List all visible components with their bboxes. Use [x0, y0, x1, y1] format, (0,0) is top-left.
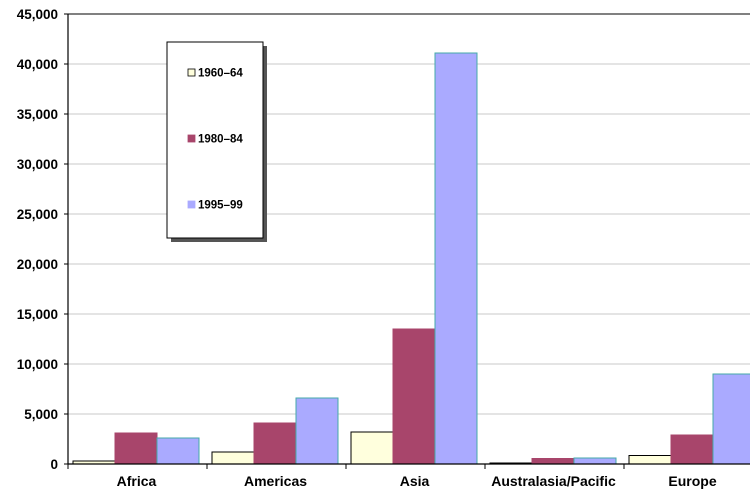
- x-category-labels: Africa Americas Asia Australasia/Pacific Eur…: [117, 473, 717, 489]
- bar-africa-1: [114, 432, 158, 465]
- legend: 1960–64 1980–84 1995–99: [166, 41, 267, 242]
- bars: [72, 52, 750, 465]
- legend-swatch: [187, 200, 196, 209]
- bar-europe-2: [712, 373, 750, 465]
- bar-americas-0: [211, 451, 255, 465]
- y-tick-label: 40,000: [17, 57, 58, 72]
- bar-australasia-pacific-2: [573, 457, 617, 465]
- y-tick-label: 20,000: [17, 257, 58, 272]
- legend-box: [166, 41, 264, 239]
- x-category-label: Australasia/Pacific: [491, 473, 616, 489]
- y-tick-label: 35,000: [17, 107, 58, 122]
- x-category-label: Europe: [668, 473, 716, 489]
- legend-swatch: [187, 68, 196, 77]
- bar-asia-1: [392, 328, 436, 465]
- y-tick-label: 10,000: [17, 357, 58, 372]
- bar-americas-1: [253, 422, 297, 465]
- y-tick-label: 45,000: [17, 7, 58, 22]
- x-category-label: Americas: [244, 473, 307, 489]
- bar-asia-2: [434, 52, 478, 465]
- axes: [64, 13, 750, 469]
- y-tick-label: 25,000: [17, 207, 58, 222]
- y-tick-label: 5,000: [24, 407, 58, 422]
- y-tick-label: 0: [50, 457, 58, 472]
- y-tick-label: 15,000: [17, 307, 58, 322]
- x-category-label: Africa: [117, 473, 157, 489]
- bar-africa-2: [156, 437, 200, 465]
- bar-asia-0: [350, 431, 394, 465]
- bar-europe-0: [628, 455, 672, 465]
- y-tick-labels: 0 5,000 10,000 15,000 20,000 25,000 30,000 35,0…: [17, 7, 58, 472]
- x-category-label: Asia: [400, 473, 430, 489]
- legend-swatch: [187, 134, 196, 143]
- bar-americas-2: [295, 397, 339, 465]
- bar-australasia-pacific-1: [531, 458, 575, 465]
- legend-label: 1980–84: [198, 134, 243, 146]
- bar-europe-1: [670, 434, 714, 465]
- legend-label: 1960–64: [198, 68, 243, 80]
- y-tick-label: 30,000: [17, 157, 58, 172]
- legend-label: 1995–99: [198, 200, 243, 212]
